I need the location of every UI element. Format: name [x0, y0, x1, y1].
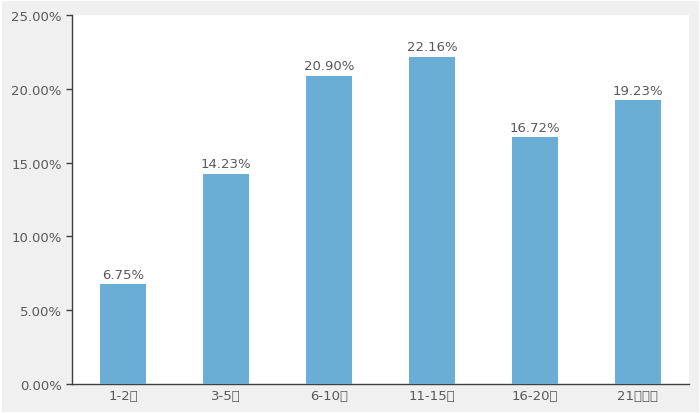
Bar — [306, 76, 352, 384]
Bar — [203, 175, 249, 384]
Bar — [100, 285, 146, 384]
Text: 14.23%: 14.23% — [201, 158, 251, 171]
Bar — [615, 101, 661, 384]
Text: 6.75%: 6.75% — [102, 268, 144, 281]
Text: 20.90%: 20.90% — [304, 60, 354, 73]
Bar — [409, 58, 455, 384]
Text: 22.16%: 22.16% — [407, 41, 457, 54]
Text: 16.72%: 16.72% — [510, 121, 560, 134]
Bar — [512, 138, 558, 384]
Text: 19.23%: 19.23% — [612, 84, 663, 97]
